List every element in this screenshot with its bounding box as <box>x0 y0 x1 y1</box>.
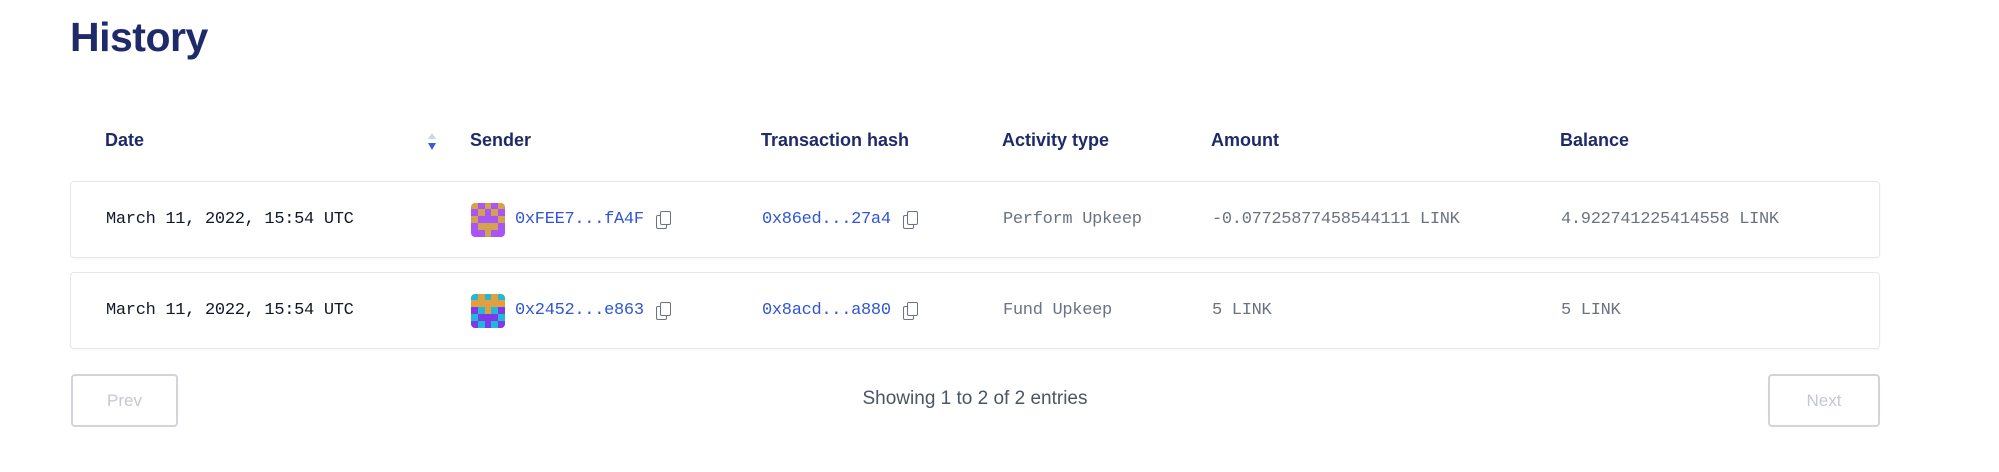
pagination-info: Showing 1 to 2 of 2 entries <box>862 388 1088 409</box>
identicon-pixel <box>498 229 505 237</box>
sender-cell: 0xFEE7...fA4F <box>471 182 671 257</box>
identicon-pixel <box>491 313 499 321</box>
tx-hash-cell: 0x86ed...27a4 <box>762 182 918 257</box>
column-header-amount: Amount <box>1211 130 1279 150</box>
identicon-pixel <box>491 320 499 328</box>
sender-link[interactable]: 0xFEE7...fA4F <box>515 210 644 229</box>
identicon-pixel <box>484 202 492 210</box>
identicon-pixel <box>491 307 499 314</box>
identicon-pixel <box>491 222 499 230</box>
identicon-pixel <box>484 293 492 301</box>
identicon-pixel <box>471 229 478 237</box>
sort-desc-icon[interactable] <box>426 131 438 153</box>
identicon-pixel <box>498 209 505 217</box>
amount-cell: -0.07725877458544111 LINK <box>1212 210 1460 229</box>
identicon-avatar <box>471 202 505 237</box>
identicon-pixel <box>471 209 478 217</box>
identicon-pixel <box>471 216 478 223</box>
identicon-pixel <box>491 229 499 237</box>
identicon-pixel <box>491 209 499 217</box>
tx-hash-cell: 0x8acd...a880 <box>762 273 918 348</box>
tx-hash-link[interactable]: 0x86ed...27a4 <box>762 210 891 229</box>
amount-cell: 5 LINK <box>1212 301 1272 320</box>
identicon-pixel <box>477 320 485 328</box>
copy-icon[interactable] <box>655 302 671 320</box>
date-cell: March 11, 2022, 15:54 UTC <box>106 210 354 229</box>
identicon-pixel <box>477 209 485 217</box>
identicon-pixel <box>498 222 505 230</box>
page-title: History <box>70 14 208 60</box>
identicon-pixel <box>477 222 485 230</box>
identicon-pixel <box>471 320 478 328</box>
identicon-pixel <box>484 222 492 230</box>
identicon-pixel <box>477 202 485 210</box>
balance-cell: 5 LINK <box>1561 301 1621 320</box>
next-button[interactable]: Next <box>1768 374 1880 427</box>
column-header-balance: Balance <box>1560 130 1630 150</box>
identicon-pixel <box>491 300 499 308</box>
identicon-pixel <box>498 320 505 328</box>
identicon-pixel <box>498 313 505 321</box>
identicon-pixel <box>471 222 478 230</box>
identicon-pixel <box>491 216 499 223</box>
column-header-sender: Sender <box>470 130 532 150</box>
date-cell: March 11, 2022, 15:54 UTC <box>106 301 354 320</box>
identicon-pixel <box>484 229 492 237</box>
identicon-pixel <box>498 300 505 308</box>
activity-type-cell: Perform Upkeep <box>1003 210 1142 229</box>
identicon-pixel <box>484 320 492 328</box>
identicon-pixel <box>484 313 492 321</box>
column-header-activity-type: Activity type <box>1002 130 1110 150</box>
identicon-pixel <box>477 313 485 321</box>
identicon-avatar <box>471 293 505 328</box>
prev-button[interactable]: Prev <box>71 374 178 427</box>
identicon-pixel <box>498 202 505 210</box>
identicon-pixel <box>471 300 478 308</box>
identicon-pixel <box>498 293 505 301</box>
balance-cell: 4.922741225414558 LINK <box>1561 210 1779 229</box>
identicon-pixel <box>484 307 492 314</box>
identicon-pixel <box>477 300 485 308</box>
column-header-transaction-hash: Transaction hash <box>761 130 910 150</box>
identicon-pixel <box>477 229 485 237</box>
sender-link[interactable]: 0x2452...e863 <box>515 301 644 320</box>
sender-cell: 0x2452...e863 <box>471 273 671 348</box>
copy-icon[interactable] <box>902 211 918 229</box>
identicon-pixel <box>477 216 485 223</box>
identicon-pixel <box>498 216 505 223</box>
identicon-pixel <box>471 313 478 321</box>
identicon-pixel <box>491 293 499 301</box>
identicon-pixel <box>471 307 478 314</box>
table-row: March 11, 2022, 15:54 UTC 0xFEE7...fA4F … <box>70 181 1880 258</box>
identicon-pixel <box>484 300 492 308</box>
identicon-pixel <box>491 202 499 210</box>
table-row: March 11, 2022, 15:54 UTC 0x2452...e863 … <box>70 272 1880 349</box>
copy-icon[interactable] <box>655 211 671 229</box>
identicon-pixel <box>477 293 485 301</box>
identicon-pixel <box>498 307 505 314</box>
identicon-pixel <box>484 209 492 217</box>
column-header-date[interactable]: Date <box>105 130 145 150</box>
identicon-pixel <box>471 293 478 301</box>
identicon-pixel <box>484 216 492 223</box>
activity-type-cell: Fund Upkeep <box>1003 301 1112 320</box>
tx-hash-link[interactable]: 0x8acd...a880 <box>762 301 891 320</box>
identicon-pixel <box>477 307 485 314</box>
copy-icon[interactable] <box>902 302 918 320</box>
identicon-pixel <box>471 202 478 210</box>
